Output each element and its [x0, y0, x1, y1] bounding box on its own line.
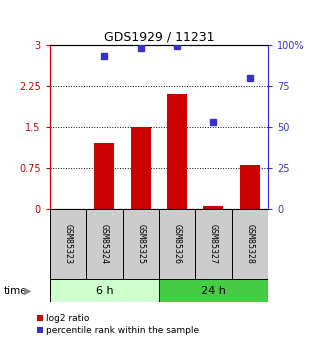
Bar: [232, 209, 268, 279]
Bar: [167, 94, 187, 209]
Bar: [204, 206, 223, 209]
Text: time: time: [3, 286, 27, 296]
Text: GSM85328: GSM85328: [245, 224, 254, 264]
Text: GSM85324: GSM85324: [100, 224, 109, 264]
Text: ▶: ▶: [23, 286, 31, 296]
Text: GSM85323: GSM85323: [64, 224, 73, 264]
Bar: [131, 127, 151, 209]
Bar: [159, 279, 268, 302]
Text: GSM85325: GSM85325: [136, 224, 145, 264]
Text: 24 h: 24 h: [201, 286, 226, 296]
Bar: [50, 279, 159, 302]
Text: 6 h: 6 h: [96, 286, 113, 296]
Legend: log2 ratio, percentile rank within the sample: log2 ratio, percentile rank within the s…: [33, 311, 203, 339]
Bar: [159, 209, 195, 279]
Title: GDS1929 / 11231: GDS1929 / 11231: [104, 31, 214, 44]
Bar: [240, 165, 260, 209]
Bar: [86, 209, 123, 279]
Text: GSM85326: GSM85326: [173, 224, 182, 264]
Bar: [123, 209, 159, 279]
Bar: [94, 143, 114, 209]
Bar: [50, 209, 86, 279]
Text: GSM85327: GSM85327: [209, 224, 218, 264]
Bar: [195, 209, 232, 279]
